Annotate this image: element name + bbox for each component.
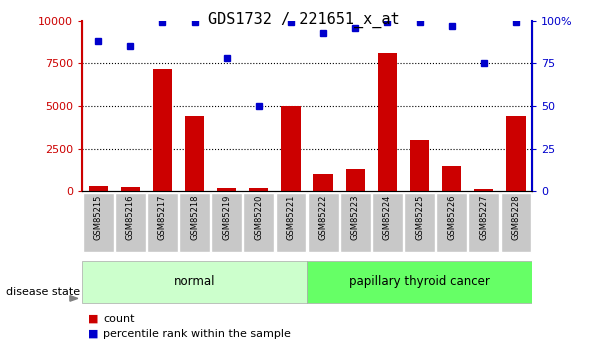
FancyBboxPatch shape [211,194,242,252]
Bar [120,187,140,191]
Text: GSM85228: GSM85228 [511,195,520,240]
Text: GSM85218: GSM85218 [190,195,199,240]
Text: GSM85216: GSM85216 [126,195,135,240]
Text: disease state: disease state [6,287,80,296]
Text: GDS1732 / 221651_x_at: GDS1732 / 221651_x_at [208,12,400,28]
FancyBboxPatch shape [147,194,178,252]
Text: percentile rank within the sample: percentile rank within the sample [103,329,291,339]
FancyBboxPatch shape [83,194,114,252]
FancyBboxPatch shape [436,194,467,252]
Bar [506,116,525,191]
Bar [249,188,269,191]
FancyBboxPatch shape [82,261,306,303]
Text: count: count [103,314,135,324]
Text: GSM85217: GSM85217 [158,195,167,240]
Bar [378,53,397,191]
Bar [217,188,237,191]
Text: ■: ■ [88,329,98,339]
Text: GSM85226: GSM85226 [447,195,456,240]
Bar [282,106,300,191]
Bar [89,186,108,191]
Text: GSM85215: GSM85215 [94,195,103,240]
Text: ■: ■ [88,314,98,324]
Text: GSM85223: GSM85223 [351,195,360,240]
FancyBboxPatch shape [468,194,499,252]
Text: GSM85221: GSM85221 [286,195,295,240]
Text: GSM85224: GSM85224 [383,195,392,240]
Bar [474,189,494,191]
FancyBboxPatch shape [307,261,531,303]
FancyBboxPatch shape [404,194,435,252]
Bar [153,69,172,191]
Bar [345,169,365,191]
Polygon shape [70,296,78,301]
Bar [185,116,204,191]
FancyBboxPatch shape [179,194,210,252]
FancyBboxPatch shape [275,194,306,252]
Bar [410,140,429,191]
FancyBboxPatch shape [500,194,531,252]
Bar [314,175,333,191]
Text: papillary thyroid cancer: papillary thyroid cancer [349,275,490,288]
Text: GSM85222: GSM85222 [319,195,328,240]
FancyBboxPatch shape [115,194,146,252]
FancyBboxPatch shape [243,194,274,252]
Text: GSM85220: GSM85220 [254,195,263,240]
FancyBboxPatch shape [340,194,371,252]
Bar [442,166,461,191]
FancyBboxPatch shape [308,194,339,252]
Text: GSM85225: GSM85225 [415,195,424,240]
FancyBboxPatch shape [372,194,403,252]
Text: normal: normal [174,275,215,288]
Text: GSM85219: GSM85219 [222,195,231,240]
Text: GSM85227: GSM85227 [479,195,488,240]
